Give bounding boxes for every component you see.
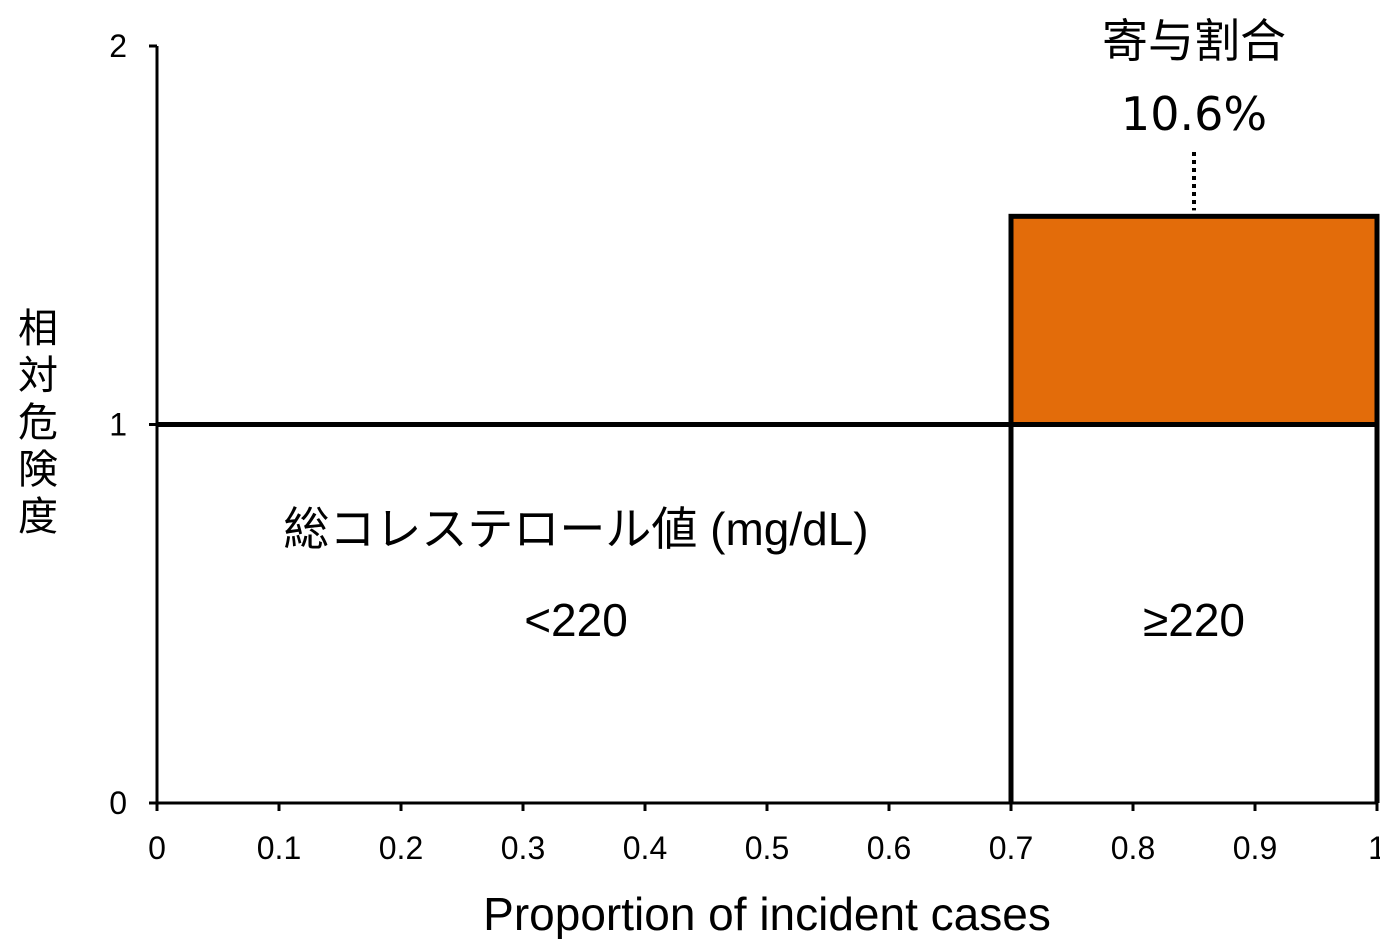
- attributable-fraction-value: 10.6%: [1121, 87, 1267, 141]
- y-tick-label: 2: [109, 28, 127, 64]
- x-tick-label: 0.6: [867, 830, 911, 866]
- y-tick-label: 1: [109, 407, 127, 443]
- y-axis-title-char: 対: [18, 353, 58, 399]
- x-tick-label: 0.7: [989, 830, 1033, 866]
- variable-label: 総コレステロール値 (mg/dL): [283, 503, 868, 555]
- x-tick-label: 0.5: [745, 830, 789, 866]
- excess-risk-area: [1008, 213, 1380, 427]
- x-tick-label: 0.3: [501, 830, 545, 866]
- x-tick-label: 1: [1368, 830, 1380, 866]
- y-axis-title-char: 相: [18, 306, 58, 352]
- group-label-low: <220: [524, 594, 628, 646]
- y-axis-ticks: 0 1 2: [109, 28, 157, 821]
- x-tick-label: 0: [148, 830, 166, 866]
- y-axis-title-char: 度: [18, 494, 58, 540]
- x-tick-label: 0.4: [623, 830, 667, 866]
- attributable-fraction-title: 寄与割合: [1102, 14, 1286, 68]
- x-axis-title: Proportion of incident cases: [483, 888, 1051, 939]
- y-tick-label: 0: [109, 785, 127, 821]
- x-tick-label: 0.9: [1233, 830, 1277, 866]
- risk-profile-lines: [157, 216, 1380, 803]
- group-label-high: ≥220: [1143, 594, 1245, 646]
- x-axis-ticks: 0 0.1 0.2 0.3 0.4 0.5 0.6 0.7 0.8 0.9 1: [148, 803, 1380, 866]
- y-axis-title-char: 険: [18, 447, 58, 493]
- x-tick-label: 0.2: [379, 830, 423, 866]
- y-axis-title-char: 危: [18, 400, 58, 446]
- x-tick-label: 0.1: [257, 830, 301, 866]
- x-tick-label: 0.8: [1111, 830, 1155, 866]
